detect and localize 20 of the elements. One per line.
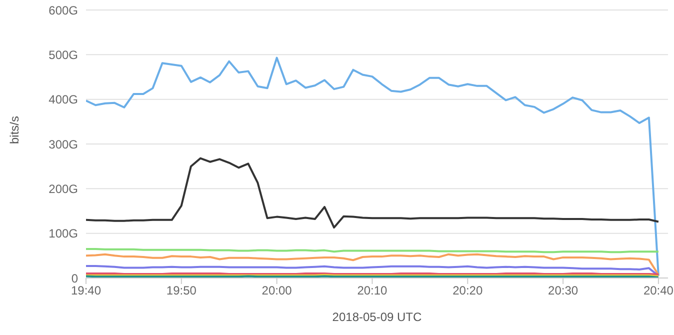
x-axis-title: 2018-05-09 UTC <box>332 310 422 324</box>
line-series <box>86 56 660 277</box>
y-tick-label: 300G <box>48 137 78 152</box>
x-tick-label: 20:40 <box>643 284 674 298</box>
line-series <box>86 157 660 229</box>
x-tick-label: 20:00 <box>262 284 292 298</box>
y-tick-label: 100G <box>48 226 78 241</box>
x-tick-label: 20:10 <box>357 284 388 298</box>
x-tick-label: 19:50 <box>166 284 197 298</box>
y-tick-label: 500G <box>48 48 78 62</box>
y-tick-label: 200G <box>48 182 78 196</box>
line-series <box>86 253 660 276</box>
y-tick-label: 0 <box>71 271 78 286</box>
x-tick-label: 20:30 <box>548 284 578 298</box>
y-tick-label: 400G <box>48 92 78 107</box>
x-tick-label: 20:20 <box>452 284 483 298</box>
x-tick-label: 19:40 <box>70 284 102 298</box>
y-axis-title: bits/s <box>7 116 22 144</box>
line-series <box>86 264 660 277</box>
y-tick-label: 600G <box>48 3 78 18</box>
